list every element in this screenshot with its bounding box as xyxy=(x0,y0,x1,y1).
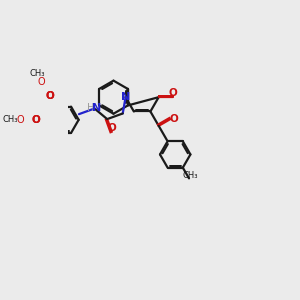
Text: O: O xyxy=(16,115,24,125)
Text: O: O xyxy=(32,115,40,125)
Text: O: O xyxy=(45,91,54,101)
Text: O: O xyxy=(32,115,40,125)
Text: N: N xyxy=(121,92,130,102)
Text: CH₃: CH₃ xyxy=(2,115,18,124)
Text: O: O xyxy=(45,91,54,101)
Text: N: N xyxy=(92,103,101,113)
Text: CH₃: CH₃ xyxy=(182,171,198,180)
Text: H: H xyxy=(87,103,94,112)
Text: CH₃: CH₃ xyxy=(29,69,44,78)
Text: O: O xyxy=(107,123,116,133)
Text: O: O xyxy=(169,114,178,124)
Text: O: O xyxy=(168,88,177,98)
Text: O: O xyxy=(38,77,46,87)
